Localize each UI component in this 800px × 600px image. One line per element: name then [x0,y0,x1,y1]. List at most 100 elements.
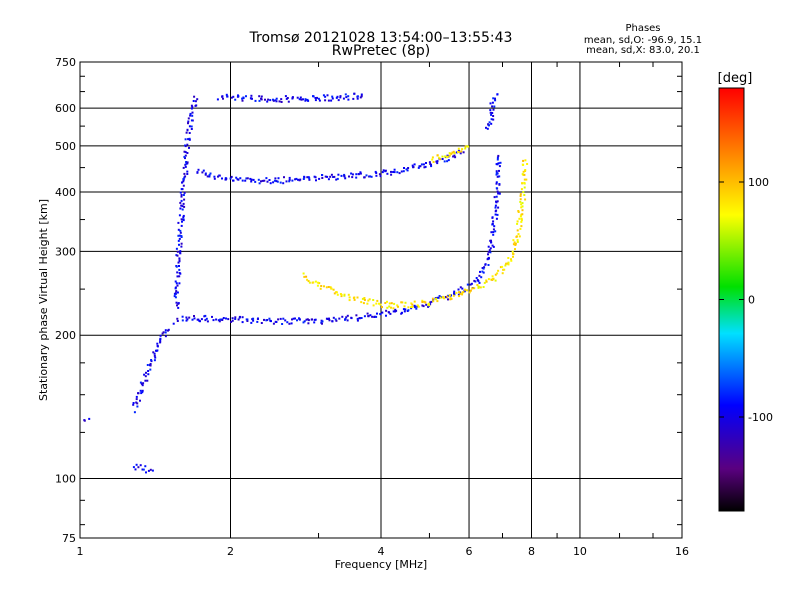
data-point [180,218,183,221]
data-point [342,97,345,100]
data-point [372,299,375,301]
data-point [178,237,181,240]
data-point [413,163,416,166]
data-point [495,182,498,185]
data-point [304,98,307,101]
data-point [176,271,179,274]
data-point [431,297,434,300]
data-point [498,169,500,172]
data-point [260,95,263,98]
data-point [363,176,366,179]
data-point [280,98,283,101]
data-point [206,175,209,178]
data-point [275,180,278,183]
data-point [139,389,142,392]
data-point [427,302,430,305]
colorbar-ticks: 100 0 -100 [719,176,773,424]
data-point [219,318,222,321]
x-tick-label: 10 [573,545,587,558]
data-point [140,382,143,385]
data-point [493,225,496,228]
data-point [324,99,327,102]
data-point [436,154,439,157]
data-point [173,295,176,298]
data-point [525,178,528,181]
data-point [328,317,330,320]
data-point [213,177,216,180]
data-point [257,178,260,181]
data-point [446,160,449,163]
data-point [194,100,197,103]
data-point [275,100,278,103]
data-point [183,150,186,153]
data-point [198,319,201,322]
data-point [462,291,465,294]
phase-colorbar: [deg] 100 0 -100 [718,71,773,512]
data-point [447,298,449,301]
data-point [132,466,135,469]
data-point [174,292,177,295]
data-point [351,176,354,179]
data-point [457,149,460,152]
data-point [141,468,144,471]
data-point [299,178,302,181]
data-point [304,99,307,102]
x-tick-label: 6 [466,545,473,558]
data-point [379,303,382,306]
data-point [284,95,287,98]
data-point [345,96,348,99]
data-point [294,178,297,181]
data-point [487,250,490,253]
data-point [396,171,399,174]
data-point [332,176,335,178]
data-point [400,301,403,304]
data-point [316,284,319,287]
data-point [366,302,369,305]
x-axis-label: Frequency [MHz] [335,558,427,571]
data-point [258,95,261,98]
data-point [331,95,334,98]
data-point [193,95,196,98]
data-point [457,293,460,296]
data-point [518,217,521,220]
data-point [345,316,348,319]
data-point [330,99,333,102]
data-point [180,235,183,237]
data-point [466,289,468,292]
x-tick-label: 4 [378,545,385,558]
colorbar-label: [deg] [718,71,753,86]
data-point [302,98,304,101]
data-point [288,322,291,325]
data-point [348,296,351,299]
data-point [400,170,403,173]
data-point [191,111,194,114]
data-point [252,319,255,322]
data-point [473,287,476,290]
data-point [520,188,523,191]
data-point [337,173,340,176]
data-point [330,287,333,290]
data-point [284,319,287,322]
data-point [498,183,501,186]
data-point [316,281,319,284]
data-point [449,298,452,301]
data-point [143,373,146,376]
data-point [444,155,447,158]
data-point [291,318,293,321]
data-point [159,338,162,341]
data-point [186,129,189,132]
data-point [497,192,500,195]
data-point [452,155,455,158]
data-point [519,200,522,203]
data-point [524,159,527,162]
data-point [376,299,379,302]
data-point [452,294,455,297]
data-point [278,100,281,103]
data-point [382,169,385,172]
data-point [140,392,143,395]
data-point [519,198,522,201]
data-point [298,318,301,321]
data-point [149,364,152,367]
data-point [421,299,424,302]
